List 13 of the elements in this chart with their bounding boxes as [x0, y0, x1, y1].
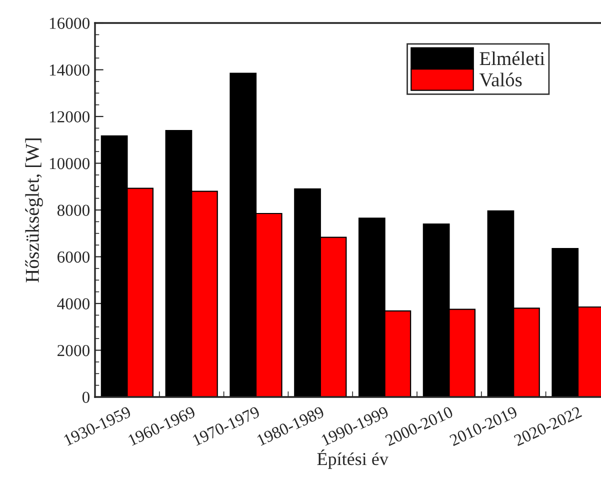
legend-label: Elméleti	[480, 51, 545, 66]
y-tick-label: 14000	[50, 64, 90, 76]
y-tick-label: 16000	[50, 18, 90, 29]
y-tick-label: 8000	[57, 204, 90, 216]
y-tick-label: 4000	[57, 298, 90, 310]
y-axis-title: Hőszükséglet, [W]	[25, 138, 43, 282]
y-tick-label: 0	[82, 392, 90, 403]
y-tick-label: 10000	[50, 158, 90, 170]
legend-label: Valós	[479, 72, 522, 86]
y-tick-label: 6000	[58, 251, 90, 263]
y-tick-label: 2000	[58, 344, 90, 356]
y-tick-label: 12000	[50, 111, 90, 122]
x-axis-title: Építési év	[317, 450, 388, 469]
